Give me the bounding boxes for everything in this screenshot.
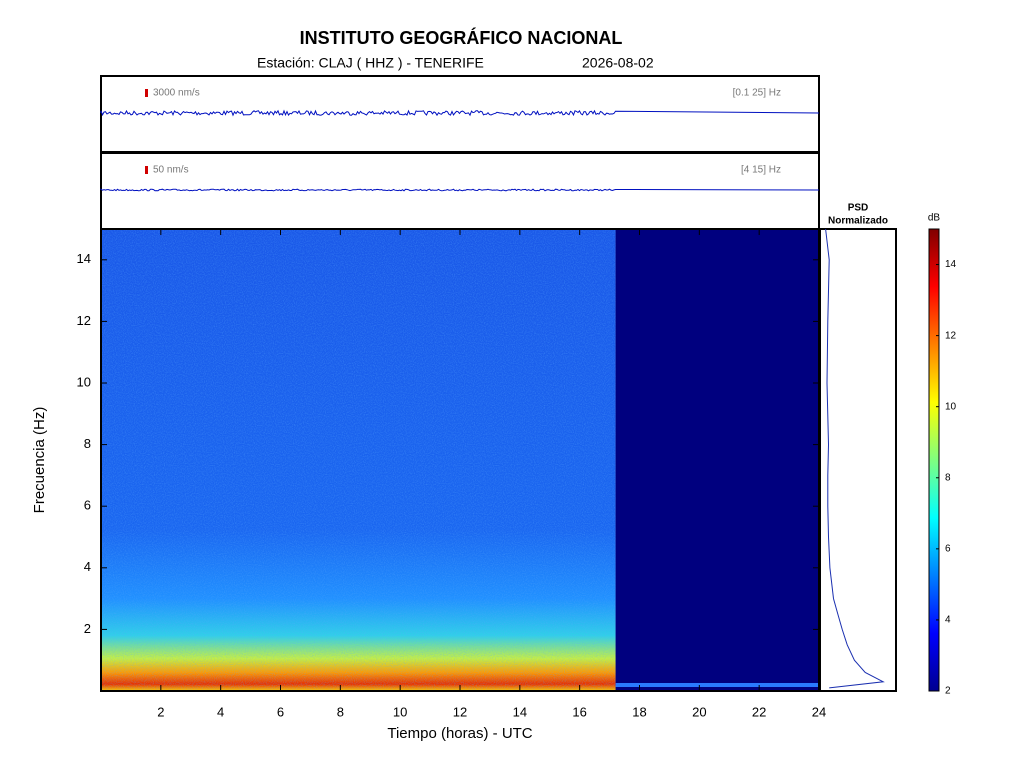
x-tick-label: 6 — [277, 704, 284, 719]
band-label: [4 15] Hz — [741, 165, 781, 176]
y-tick-label: 14 — [77, 251, 91, 266]
y-tick-label: 12 — [77, 313, 91, 328]
scale-bar — [145, 89, 148, 97]
x-tick-label: 10 — [393, 704, 407, 719]
x-tick-label: 14 — [513, 704, 527, 719]
colorbar-tick-label: 6 — [945, 543, 951, 554]
date: 2026-08-02 — [582, 55, 654, 71]
trace — [100, 188, 820, 192]
x-tick-label: 18 — [632, 704, 646, 719]
x-tick-label: 16 — [572, 704, 586, 719]
colorbar-tick-label: 2 — [945, 686, 951, 697]
trace — [100, 109, 820, 117]
x-tick-label: 22 — [752, 704, 766, 719]
x-tick-label: 2 — [157, 704, 164, 719]
colorbar-tick-label: 14 — [945, 259, 957, 270]
y-axis-label: Frecuencia (Hz) — [31, 407, 48, 514]
colorbar-tick-label: 10 — [945, 401, 957, 412]
x-tick-label: 12 — [453, 704, 467, 719]
y-tick-label: 2 — [84, 621, 91, 636]
x-tick-label: 20 — [692, 704, 706, 719]
colorbar-tick-label: 12 — [945, 330, 957, 341]
y-tick-label: 6 — [84, 498, 91, 513]
psd-title: PSD — [848, 203, 869, 214]
no-data — [615, 229, 819, 691]
scale-label: 3000 nm/s — [153, 88, 200, 99]
psd-frame — [819, 228, 897, 692]
spectrogram-noise — [101, 229, 616, 691]
no-data-floor — [615, 683, 819, 687]
colorbar-tick-label: 8 — [945, 472, 951, 483]
y-tick-label: 4 — [84, 559, 91, 574]
scale-bar — [145, 166, 148, 174]
x-axis-label: Tiempo (horas) - UTC — [387, 725, 532, 742]
x-tick-label: 24 — [812, 704, 826, 719]
title: INSTITUTO GEOGRÁFICO NACIONAL — [300, 27, 623, 48]
colorbar-tick-label: 4 — [945, 615, 951, 626]
band-label: [0.1 25] Hz — [733, 88, 781, 99]
colorbar — [928, 228, 940, 692]
y-tick-label: 10 — [77, 374, 91, 389]
colorbar-label: dB — [928, 213, 941, 224]
scale-label: 50 nm/s — [153, 165, 189, 176]
psd-line — [825, 228, 885, 689]
station: Estación: CLAJ ( HHZ ) - TENERIFE — [257, 55, 484, 71]
psd-subtitle: Normalizado — [828, 216, 888, 227]
x-tick-label: 4 — [217, 704, 224, 719]
trace-panel — [100, 152, 820, 230]
x-tick-label: 8 — [337, 704, 344, 719]
trace-panel — [100, 75, 820, 153]
y-tick-label: 8 — [84, 436, 91, 451]
